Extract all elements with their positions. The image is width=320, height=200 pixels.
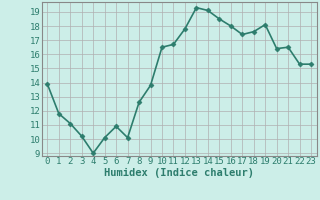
X-axis label: Humidex (Indice chaleur): Humidex (Indice chaleur) [104, 168, 254, 178]
